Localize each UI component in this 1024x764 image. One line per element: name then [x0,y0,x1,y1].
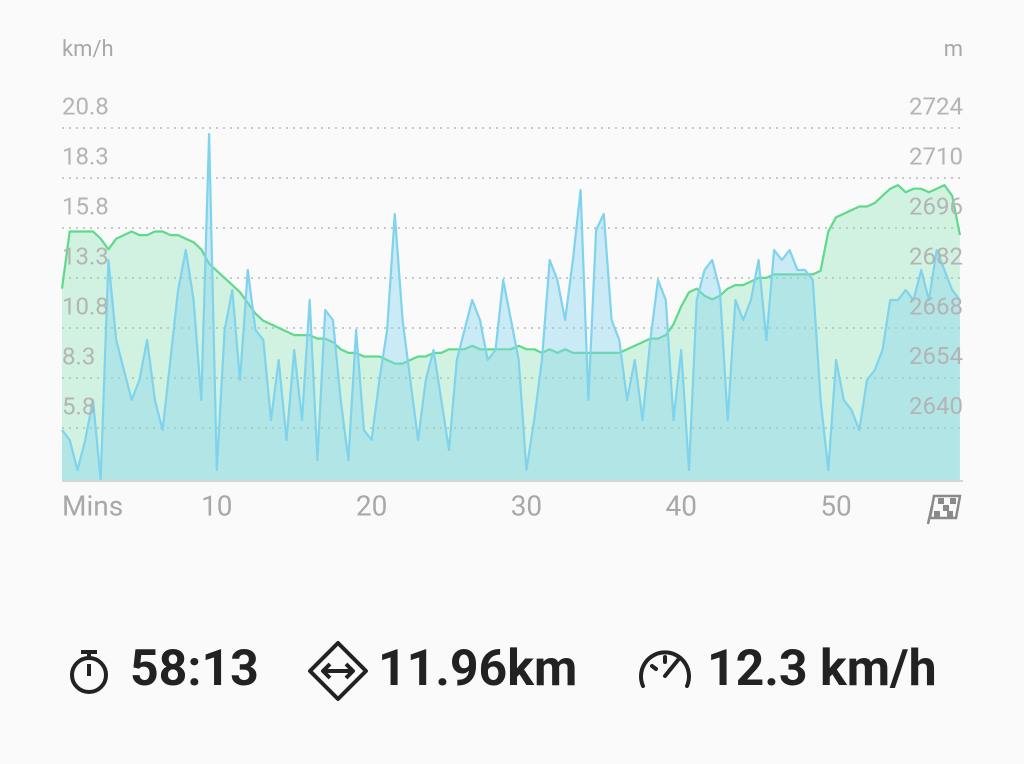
y-tick-label: 13.3 [62,242,109,270]
series-line [61,132,961,482]
y-tick-label: 5.8 [62,392,95,420]
y-tick-label: 15.8 [62,192,109,220]
x-axis-label: Mins [62,489,123,522]
y2-tick-label: 2710 [909,142,963,170]
y2-tick-label: 2682 [909,242,963,270]
area-fill [62,185,960,480]
stopwatch-icon [70,650,108,694]
x-tick-label: 40 [666,489,697,522]
y2-tick-label: 2654 [909,342,963,370]
area-fill [62,134,960,480]
y2-tick-label: 2724 [909,92,963,120]
y2-axis-unit: m [944,37,963,62]
y-tick-label: 10.8 [62,292,109,320]
y-tick-label: 20.8 [62,92,109,120]
average-speed: 12.3 km/h [707,640,937,698]
y-tick-label: 18.3 [62,142,109,170]
y2-tick-label: 2668 [909,292,963,320]
distance: 11.96km [378,640,577,698]
distance-icon [308,641,368,701]
y-axis-unit: km/h [62,37,114,62]
x-tick-label: 50 [820,489,851,522]
finish-flag [926,494,962,525]
y2-tick-label: 2640 [909,392,963,420]
x-tick-label: 30 [511,489,542,522]
x-tick-label: 10 [201,489,232,522]
y-tick-label: 8.3 [62,342,95,370]
plot [60,127,963,482]
speed-icon [639,650,691,688]
x-tick-label: 20 [356,489,387,522]
duration: 58:13 [130,640,259,698]
y2-tick-label: 2696 [909,192,963,220]
